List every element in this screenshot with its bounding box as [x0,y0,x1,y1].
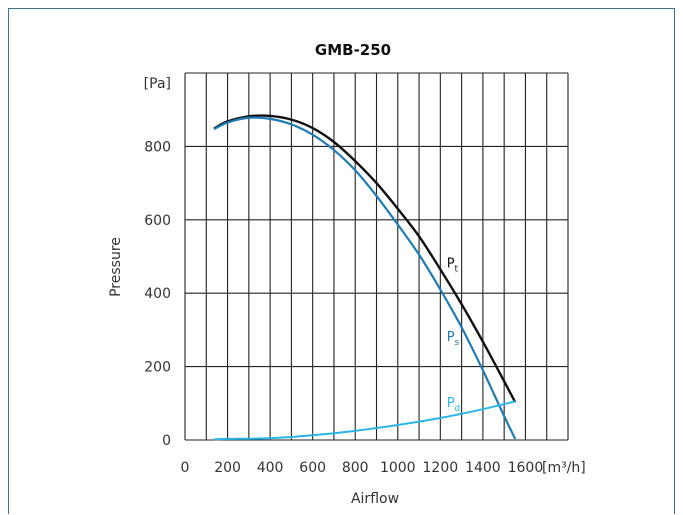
curves [213,114,517,441]
curve-ps [213,116,516,440]
x-unit-label: [m³/h] [542,460,586,476]
pressure-airflow-chart: GMB-250 0 200 400 600 800 0 200 400 600 800 1000 1… [108,41,586,507]
grid [184,72,569,441]
y-tick-label: 600 [144,213,171,229]
x-tick-label: 1000 [380,460,416,476]
y-tick-label: 400 [144,286,171,302]
curve-label-pt: Pt [447,257,459,275]
y-unit-label: [Pa] [144,76,171,92]
y-tick-label: 0 [162,433,171,449]
x-tick-label: 800 [342,460,369,476]
x-tick-label: 400 [257,460,284,476]
x-tick-label: 0 [181,460,190,476]
x-tick-label: 200 [214,460,241,476]
curve-pd [213,400,516,441]
x-axis-label: Airflow [351,491,399,507]
y-axis-label: Pressure [108,237,124,297]
x-tick-label: 1200 [423,460,459,476]
chart-title: GMB-250 [315,41,391,59]
y-tick-labels: 0 200 400 600 800 [144,139,171,449]
y-tick-label: 800 [144,139,171,155]
chart-frame: GMB-250 0 200 400 600 800 0 200 400 600 800 1000 1… [8,8,675,514]
curve-pt [213,114,517,403]
y-tick-label: 200 [144,360,171,376]
curve-label-ps: Ps [447,330,460,348]
x-tick-label: 1400 [465,460,501,476]
x-tick-labels: 0 200 400 600 800 1000 1200 1400 1600 [181,460,544,476]
curve-label-pd: Pd [447,396,461,414]
x-tick-label: 1600 [508,460,544,476]
x-tick-label: 600 [299,460,326,476]
curve-labels: Pt Ps Pd [447,257,461,414]
